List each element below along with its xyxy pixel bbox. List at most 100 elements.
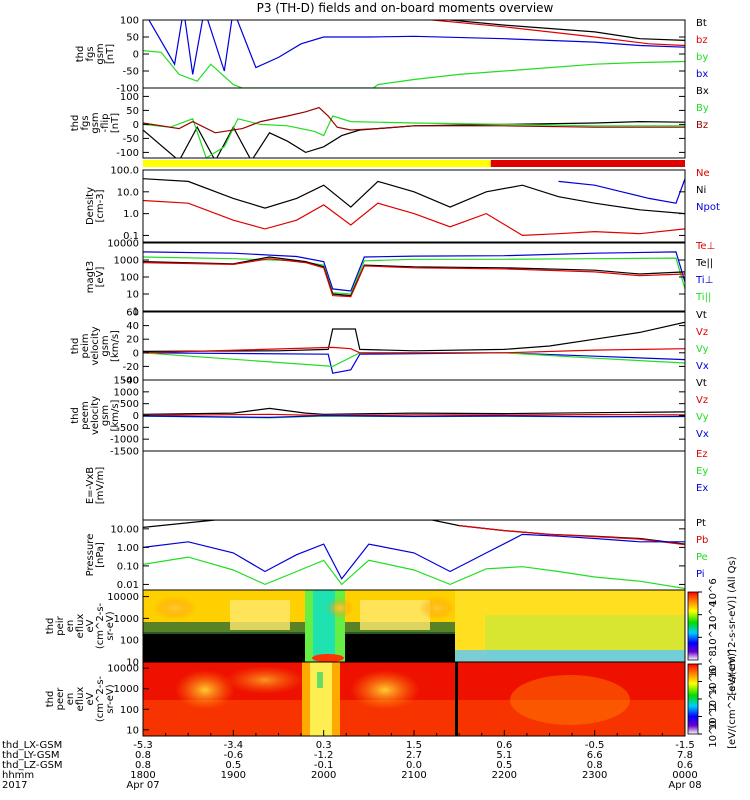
ylabel-temp: magt3 [eV]: [85, 261, 106, 294]
electron-spectrogram: [143, 662, 685, 736]
ylabel-line-fgs-0: thd: [75, 46, 86, 63]
cb-tick-label-ion_spec-1: 10^4: [708, 601, 719, 628]
xrow-0-5: -0.5: [585, 740, 605, 751]
ylabel-line-efield-1: [mV/m]: [95, 467, 106, 505]
ylabel-line-vele-3: gsm: [100, 405, 111, 426]
legend-temp-1: Te||: [695, 258, 713, 269]
spec-ytick-label-elec_spec-1: 1000: [114, 684, 139, 695]
spec-ylabel-line-elec_spec-4: eV: [85, 692, 96, 705]
spec-ylabel-line-elec_spec-2: en: [65, 693, 76, 706]
ylabel-line-fgs_dsl-4: [nT]: [110, 113, 121, 133]
xrow-1-6: 7.8: [677, 750, 693, 761]
ytick-label-veli-3: 0: [133, 348, 139, 359]
ylabel-line-fgs_dsl-1: fgs: [80, 115, 91, 130]
series-inner-density: [143, 178, 685, 237]
xrow-2-1: 0.5: [225, 760, 241, 771]
ytick-label-fgs_dsl-3: -50: [123, 134, 139, 145]
series-fgs_dsl-bz2: [143, 106, 685, 134]
ylabel-line-vele-4: [km/s]: [110, 399, 121, 431]
legend-vele-0: Vt: [696, 378, 707, 389]
ylabel-line-pressure-0: Pressure: [85, 534, 96, 577]
xrow-3-5: 2300: [582, 770, 607, 781]
series-pressure-pi: [143, 533, 685, 580]
legend-pressure-3: Pi: [696, 569, 705, 580]
ytick-label-vele-4: -500: [116, 423, 139, 434]
spec-ylabel-ion_spec: thd peir en eflux eV (cm^2-s-sr-eV): [45, 602, 116, 649]
ytick-label-veli-4: -20: [123, 362, 139, 373]
series-inner-fgs: [143, 20, 685, 88]
ytick-label-fgs-3: -50: [123, 67, 139, 78]
spec-ylabel-line-elec_spec-0: thd: [45, 691, 56, 708]
ylabel-line-vele-2: velocity: [90, 396, 101, 435]
ytick-label-fgs_dsl-4: -100: [116, 148, 139, 159]
series-fgs-by: [143, 50, 685, 88]
ytick-label-fgs-2: 0: [133, 50, 139, 61]
spec-ytick-label-ion_spec-1: 1000: [114, 614, 139, 625]
series-temp-te: [143, 256, 685, 297]
ylabel-line-veli-3: gsm: [100, 335, 111, 356]
spec-axis-elec_spec: 10000 1000 100 10 thd peer en eflux eV (cm^2-s-sr…: [45, 664, 149, 736]
panel-temp: 10000 1000 100 10 1 magt3 [eV] Te⊥ Te|| Ti⊥ Ti||: [85, 239, 715, 318]
ytick-label-pressure-0: 10.00: [110, 524, 139, 535]
legend-fgs-0: Bt: [696, 18, 707, 29]
cb-tick-label-elec_spec-4: 10^0: [708, 720, 719, 747]
panel-pressure: 10.00 1.00 0.10 0.01 Pressure [nPa] Pt Pb Pe Pi: [85, 518, 708, 591]
panel-density: 100.0 10.0 1.0 0.1 Density [cm-3] Ne Ni Npot: [85, 166, 720, 243]
cb-tick-label-elec_spec-2: 10^4: [708, 685, 719, 712]
series-inner-fgs_dsl: [143, 106, 685, 158]
ylabel-line-fgs_dsl-2: gsm: [90, 112, 101, 133]
legend-fgs_dsl-0: Bx: [696, 86, 709, 97]
series-group-vele: [143, 407, 685, 419]
legend-fgs_dsl-2: Bz: [696, 120, 708, 131]
spec-ytick-label-ion_spec-3: 10: [126, 658, 139, 669]
series-pressure-pe: [143, 556, 685, 590]
legend-density-2: Npot: [696, 202, 720, 213]
spec-ylabel-line-ion_spec-3: eflux: [75, 614, 86, 639]
xrow-label-2: thd_LZ-GSM: [2, 760, 63, 771]
ylabel-line-vele-1: peem: [80, 401, 91, 429]
spec-ytick-label-ion_spec-2: 100: [120, 636, 139, 647]
series-vele-vex: [143, 415, 685, 419]
ytick-label-density-0: 100.0: [110, 166, 139, 177]
series-density-ne: [143, 199, 685, 237]
colorbars: [687, 591, 699, 735]
series-group-pressure: [143, 520, 685, 590]
cb-label-ion_spec: [eV/(cm^2-s-sr-eV)] (All Qs): [727, 556, 738, 695]
figure-title: P3 (TH-D) fields and on-board moments ov…: [257, 1, 554, 15]
xrow-1-1: -0.6: [224, 750, 244, 761]
legend-veli-0: Vt: [696, 310, 707, 321]
ylabel-veli: thd peim velocity gsm [km/s]: [70, 326, 121, 365]
ytick-label-pressure-2: 0.10: [117, 561, 139, 572]
ylabel-line-veli-4: [km/s]: [110, 330, 121, 362]
time-axis: thd_LX-GSM -5.3 -3.4 0.3 1.5 0.6 -0.5 -1.5 thd_L…: [2, 730, 702, 791]
series-fgs_dsl-by2: [143, 115, 685, 158]
ytick-label-vele-1: 1000: [114, 387, 139, 398]
ytick-label-fgs-4: -100: [116, 84, 139, 95]
xrow-1-0: 0.8: [135, 750, 151, 761]
series-vele-vez: [143, 413, 685, 417]
series-temp-tep: [143, 258, 685, 298]
cb-tick-label-ion_spec-0: 10^6: [708, 578, 719, 605]
ytick-label-temp-2: 100: [120, 273, 139, 284]
ylabel-line-density-1: [cm-3]: [95, 189, 106, 222]
series-density-npot: [558, 178, 685, 204]
legend-pressure-2: Pe: [696, 552, 708, 563]
xrow-1-4: 5.1: [496, 750, 512, 761]
frame-density: [142, 169, 686, 243]
ylabel-line-fgs_dsl-0: thd: [70, 115, 81, 132]
frame-fgs: [142, 19, 686, 89]
ion-colorbar: [687, 591, 699, 661]
ytick-label-pressure-3: 0.01: [117, 580, 139, 591]
ylabel-line-fgs-3: [nT]: [105, 44, 116, 64]
elec-colorbar: [687, 663, 699, 735]
ylabel-density: Density [cm-3]: [85, 187, 106, 225]
legend-vele-2: Vy: [696, 412, 709, 423]
series-fgs-bx: [148, 20, 685, 75]
series-density-ni: [143, 178, 685, 215]
xrow-0-1: -3.4: [224, 740, 244, 751]
series-group-fgs_dsl: [143, 106, 685, 158]
spec-ytick-label-elec_spec-0: 10000: [107, 664, 139, 675]
series-inner-vele: [143, 407, 685, 419]
